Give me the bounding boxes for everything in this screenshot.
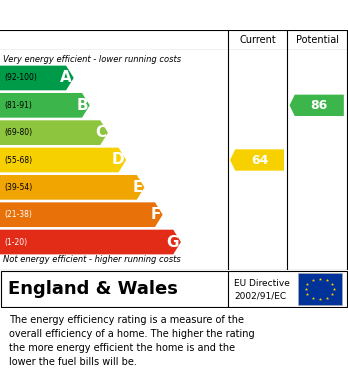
Text: (69-80): (69-80) — [4, 128, 32, 137]
Text: Potential: Potential — [296, 35, 339, 45]
Text: Current: Current — [240, 35, 277, 45]
Text: (39-54): (39-54) — [4, 183, 32, 192]
Text: B: B — [76, 98, 88, 113]
Text: (21-38): (21-38) — [4, 210, 32, 219]
Text: England & Wales: England & Wales — [8, 280, 178, 298]
Text: Energy Efficiency Rating: Energy Efficiency Rating — [9, 7, 230, 23]
Text: 86: 86 — [311, 99, 328, 112]
Polygon shape — [0, 202, 163, 227]
Text: (92-100): (92-100) — [4, 74, 37, 83]
Text: Very energy efficient - lower running costs: Very energy efficient - lower running co… — [3, 56, 182, 65]
Text: 64: 64 — [251, 154, 268, 167]
Text: (81-91): (81-91) — [4, 101, 32, 110]
Polygon shape — [0, 175, 144, 200]
Text: EU Directive: EU Directive — [234, 279, 290, 288]
Text: D: D — [112, 152, 125, 167]
Polygon shape — [0, 93, 90, 118]
Text: 2002/91/EC: 2002/91/EC — [234, 291, 286, 300]
Text: E: E — [132, 180, 143, 195]
Polygon shape — [0, 120, 108, 145]
Polygon shape — [290, 95, 344, 116]
Polygon shape — [0, 66, 74, 90]
Text: Not energy efficient - higher running costs: Not energy efficient - higher running co… — [3, 255, 181, 264]
Text: C: C — [95, 125, 106, 140]
Polygon shape — [0, 230, 181, 255]
Polygon shape — [0, 148, 126, 172]
Text: (1-20): (1-20) — [4, 237, 27, 247]
Text: A: A — [60, 70, 72, 86]
Polygon shape — [230, 149, 284, 170]
Text: F: F — [151, 207, 161, 222]
Text: (55-68): (55-68) — [4, 156, 32, 165]
Text: The energy efficiency rating is a measure of the
overall efficiency of a home. T: The energy efficiency rating is a measur… — [9, 315, 254, 367]
Text: G: G — [167, 235, 179, 249]
Bar — [298, 273, 342, 305]
